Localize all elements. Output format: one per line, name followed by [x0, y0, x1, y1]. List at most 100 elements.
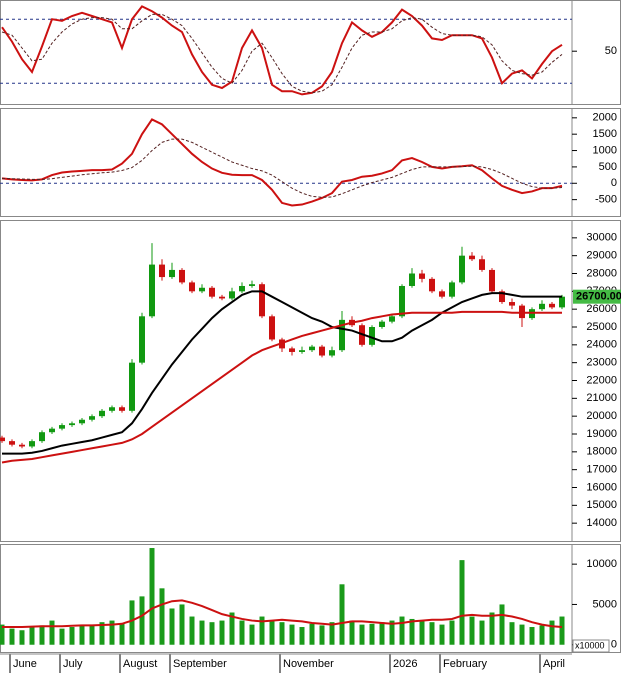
candle-body [0, 437, 5, 442]
candle-body [79, 419, 85, 424]
volume-bar [69, 627, 75, 645]
volume-bar [559, 616, 565, 645]
candle-body [429, 278, 435, 292]
y-tick-label: 17000 [586, 464, 617, 476]
volume-bar [259, 616, 265, 645]
volume-bar [459, 560, 465, 645]
candle-body [89, 416, 95, 420]
volume-bar [99, 622, 105, 645]
candle-body [139, 316, 145, 363]
volume-bar [339, 584, 345, 645]
y-tick-label: 10000 [586, 558, 617, 570]
candle-body [229, 291, 235, 299]
candle-body [479, 259, 485, 270]
volume-bar [9, 628, 15, 645]
candle-body [29, 441, 35, 447]
volume-bar [289, 624, 295, 645]
candle-body [499, 291, 505, 303]
volume-bar [139, 596, 145, 645]
volume-bar [189, 616, 195, 645]
y-tick-label: 30000 [586, 232, 617, 244]
candle-body [319, 346, 325, 356]
y-tick-label: 23000 [586, 357, 617, 369]
volume-bar [359, 624, 365, 645]
line-series [1, 13, 563, 94]
volume-unit: x10000 [575, 640, 605, 650]
volume-bar [449, 620, 455, 645]
line-series [2, 290, 562, 455]
candle-body [399, 285, 405, 317]
candle-body [19, 444, 25, 447]
volume-bar [489, 612, 495, 645]
unit-box [572, 639, 610, 653]
candle-body [299, 350, 305, 352]
volume-bar [249, 624, 255, 645]
candle-body [119, 407, 125, 411]
y-tick-label: 500 [599, 161, 617, 173]
candle-body [439, 291, 445, 297]
candle-body [209, 287, 215, 297]
volume-bar [109, 620, 115, 645]
volume-bar [269, 620, 275, 645]
candle-body [379, 321, 385, 327]
x-tick-label: November [283, 658, 334, 670]
volume-bar [499, 604, 505, 645]
candle-body [249, 284, 255, 286]
line-series [1, 310, 562, 464]
y-tick-label: 5000 [593, 598, 617, 610]
y-tick-label: 16000 [586, 481, 617, 493]
volume-bar [279, 622, 285, 645]
volume-bar [239, 620, 245, 645]
y-tick-label: 29000 [586, 250, 617, 262]
volume-bar [129, 600, 135, 645]
x-tick-label: August [123, 658, 157, 670]
y-tick-label: 22000 [586, 374, 617, 386]
x-tick-label: July [63, 658, 83, 670]
y-tick-label: 25000 [586, 321, 617, 333]
candle-body [329, 350, 335, 356]
volume-bar [149, 548, 155, 645]
volume-bar [309, 623, 315, 645]
candle-body [489, 269, 495, 292]
candle-body [469, 255, 475, 260]
candle-body [239, 285, 245, 292]
volume-bar [329, 622, 335, 645]
candle-body [219, 296, 225, 299]
volume-bar [439, 624, 445, 645]
x-tick-label: September [173, 658, 227, 670]
candle-body [259, 284, 265, 317]
last-price-label: 26700.00 [576, 291, 621, 303]
y-tick-label: 15000 [586, 499, 617, 511]
volume-bar [169, 608, 175, 645]
candle-body [149, 264, 155, 317]
candle-body [99, 410, 105, 417]
volume-bar [409, 618, 415, 645]
candle-body [449, 282, 455, 297]
volume-bar [209, 622, 215, 645]
candle-body [419, 273, 425, 279]
volume-bar [519, 624, 525, 645]
y-tick-label: 50 [605, 45, 617, 57]
volume-bar [299, 627, 305, 645]
panel-border [0, 220, 621, 542]
volume-bar [349, 620, 355, 645]
volume-bar [479, 620, 485, 645]
candle-body [289, 348, 295, 352]
y-tick-label: 2000 [593, 112, 617, 124]
volume-bar [29, 627, 35, 645]
x-tick-label: 2026 [393, 658, 417, 670]
y-tick-label: 0 [611, 639, 617, 651]
y-tick-label: 1000 [593, 144, 617, 156]
candle-body [309, 346, 315, 351]
candle-body [159, 264, 165, 278]
candle-body [189, 282, 195, 292]
candle-body [59, 425, 65, 429]
volume-bar [219, 620, 225, 645]
y-tick-label: 1500 [593, 128, 617, 140]
volume-bar [419, 620, 425, 645]
candle-body [9, 441, 15, 445]
volume-bar [79, 624, 85, 645]
volume-bar [509, 622, 515, 645]
volume-bar [399, 616, 405, 645]
